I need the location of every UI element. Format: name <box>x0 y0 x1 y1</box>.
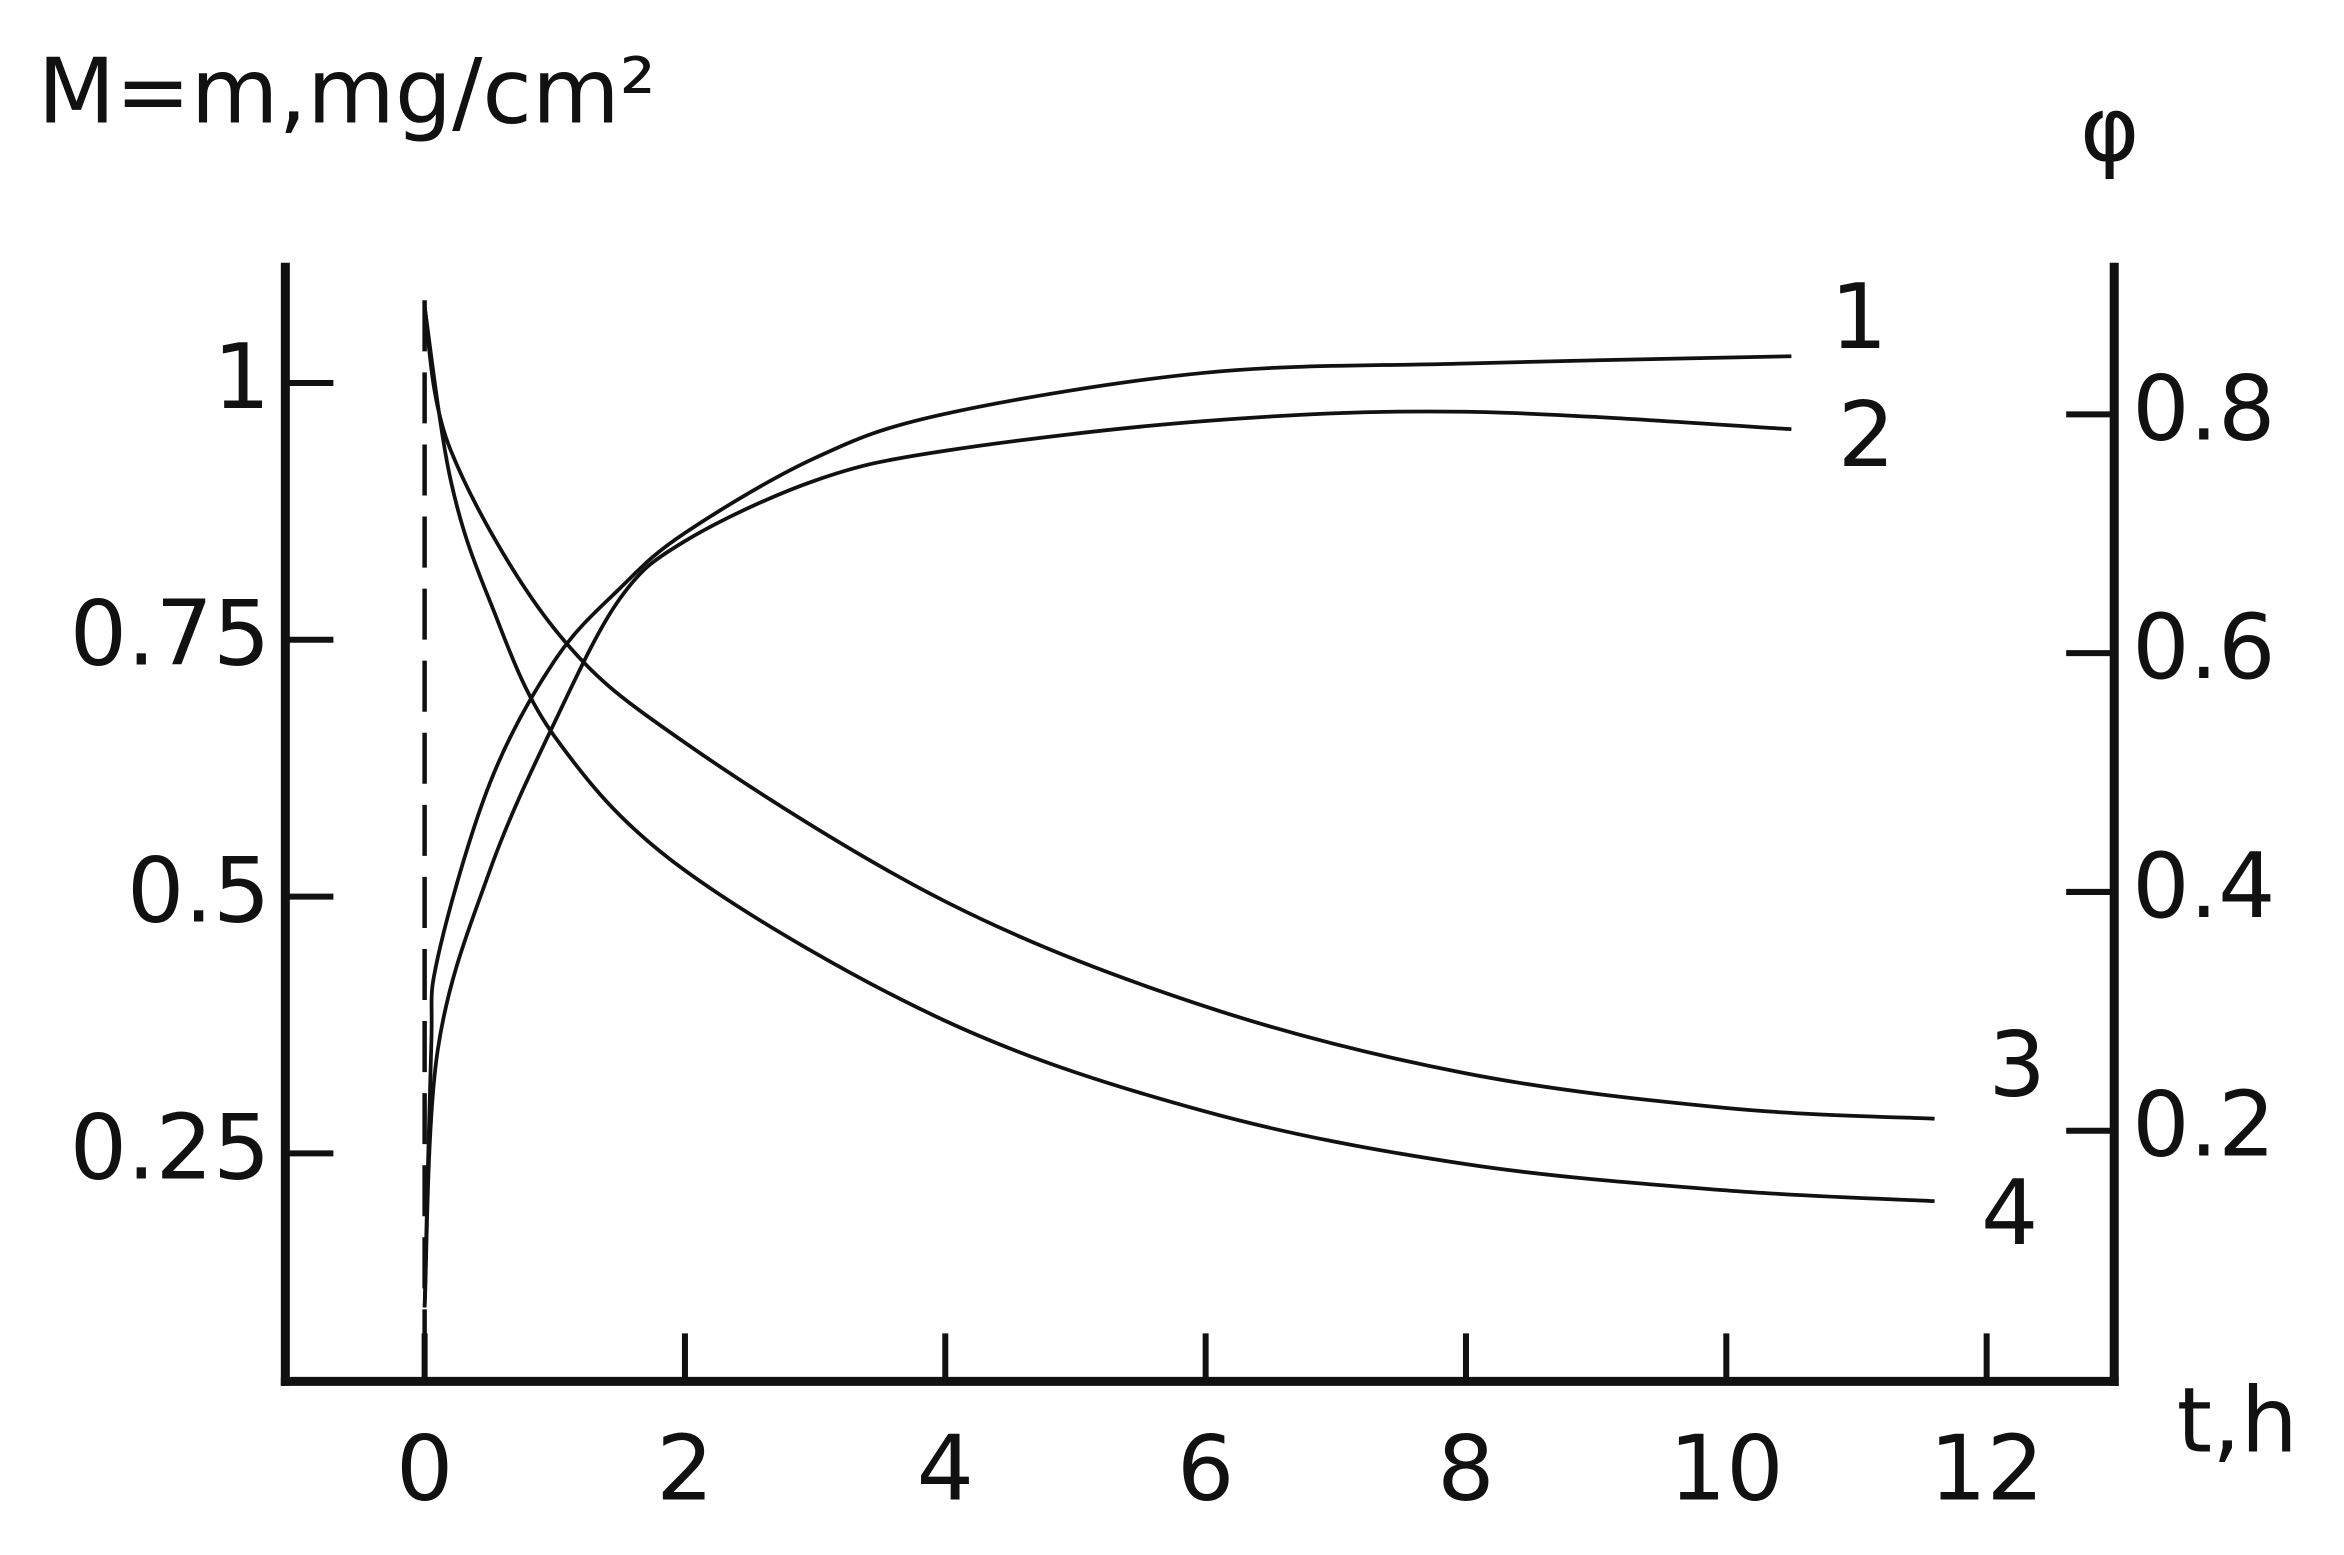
series-line <box>422 409 1792 1308</box>
x-tick-label: 6 <box>1177 1416 1234 1521</box>
x-tick-label: 2 <box>656 1416 713 1521</box>
y2-tick-label: 0.4 <box>2132 834 2275 939</box>
series-line <box>422 306 1935 1121</box>
x-tick-label: 12 <box>1929 1416 2044 1521</box>
x-axis-label: t,h <box>2177 1368 2298 1473</box>
y2-axis-label: φ <box>2080 77 2139 182</box>
series-line <box>422 306 1935 1204</box>
y-tick-label: 0.5 <box>127 838 270 943</box>
chart-title: M=m,mg/cm² <box>38 39 656 144</box>
y-tick-label: 0.75 <box>70 582 271 687</box>
y-tick-label: 1 <box>213 325 270 430</box>
series-label: 4 <box>1981 1161 2038 1266</box>
y2-tick-label: 0.6 <box>2132 595 2275 700</box>
y2-tick-label: 0.2 <box>2132 1073 2275 1178</box>
series-line <box>422 354 1792 1308</box>
x-tick-label: 8 <box>1437 1416 1494 1521</box>
y-tick-label: 0.25 <box>70 1095 271 1200</box>
series-label: 3 <box>1989 1013 2046 1118</box>
x-tick-label: 10 <box>1669 1416 1784 1521</box>
x-tick-label: 0 <box>396 1416 453 1521</box>
series-label: 1 <box>1830 265 1887 370</box>
series-label: 2 <box>1838 383 1895 488</box>
x-tick-label: 4 <box>917 1416 974 1521</box>
y2-tick-label: 0.8 <box>2132 356 2275 461</box>
